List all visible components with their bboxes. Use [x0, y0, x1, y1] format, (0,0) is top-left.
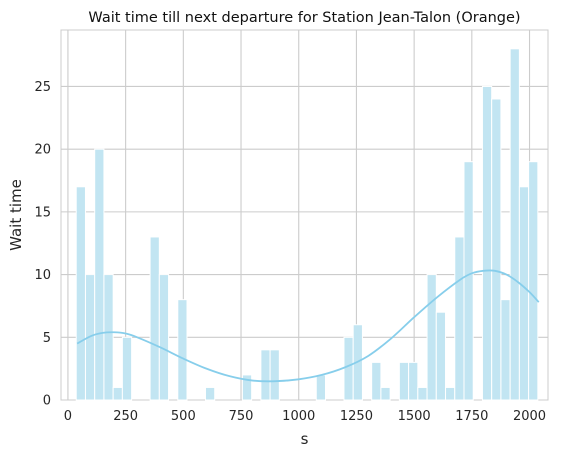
histogram-bar-36	[408, 361, 419, 401]
histogram-bar-46	[500, 299, 511, 401]
histogram-bar-38	[426, 274, 437, 401]
x-tick-0: 0	[64, 409, 72, 424]
y-tick-10: 10	[34, 268, 51, 283]
x-tick-250: 250	[113, 409, 138, 424]
histogram-bar-26	[315, 374, 327, 401]
y-tick-25: 25	[34, 80, 51, 95]
histogram-bar-5	[121, 336, 133, 401]
x-tick-1000: 1000	[282, 409, 315, 424]
histogram-bar-8	[149, 236, 160, 401]
histogram-bar-44	[481, 85, 493, 401]
y-tick-labels: 0 5 10 15 20 25	[34, 80, 51, 409]
histogram-bar-33	[380, 386, 391, 401]
y-tick-5: 5	[43, 331, 51, 346]
histogram-bar-47	[509, 48, 520, 401]
histogram-bar-14	[204, 386, 216, 401]
histogram-bar-2	[94, 148, 105, 401]
histogram-bar-35	[398, 361, 410, 401]
histogram-bar-9	[158, 274, 170, 401]
kde-line	[76, 269, 540, 383]
y-axis-label: Wait time	[7, 179, 25, 251]
x-tick-750: 750	[229, 409, 254, 424]
histogram-bars	[75, 48, 539, 401]
histogram-bar-0	[75, 186, 86, 401]
x-tick-1500: 1500	[398, 409, 431, 424]
chart-title: Wait time till next departure for Statio…	[88, 10, 520, 26]
y-tick-0: 0	[43, 394, 51, 409]
histogram-bar-21	[269, 349, 280, 401]
x-axis-label: s	[301, 430, 309, 448]
histogram-bar-45	[491, 98, 502, 401]
x-tick-2000: 2000	[513, 409, 546, 424]
histogram-bar-11	[177, 299, 188, 401]
histogram-bar-42	[463, 161, 474, 401]
histogram-bar-40	[445, 386, 456, 401]
histogram-bar-18	[241, 374, 253, 401]
plot-frame	[60, 29, 549, 401]
y-tick-20: 20	[34, 143, 51, 158]
histogram-bar-41	[454, 236, 465, 401]
histogram-bar-29	[343, 336, 354, 401]
histogram-bar-4	[112, 386, 123, 401]
histogram-bar-39	[435, 311, 447, 401]
histogram-bar-3	[103, 274, 114, 401]
y-tick-15: 15	[34, 205, 51, 220]
histogram-bar-20	[260, 349, 271, 401]
x-tick-1250: 1250	[340, 409, 373, 424]
histogram-bar-49	[528, 161, 539, 401]
x-tick-1750: 1750	[455, 409, 488, 424]
histogram-bar-37	[417, 386, 428, 401]
histogram-bar-32	[371, 361, 382, 401]
x-tick-labels: 0 250 500 750 1000 1250 1500 1750 2000	[64, 409, 546, 424]
x-tick-500: 500	[171, 409, 196, 424]
histogram-bar-48	[518, 186, 530, 401]
